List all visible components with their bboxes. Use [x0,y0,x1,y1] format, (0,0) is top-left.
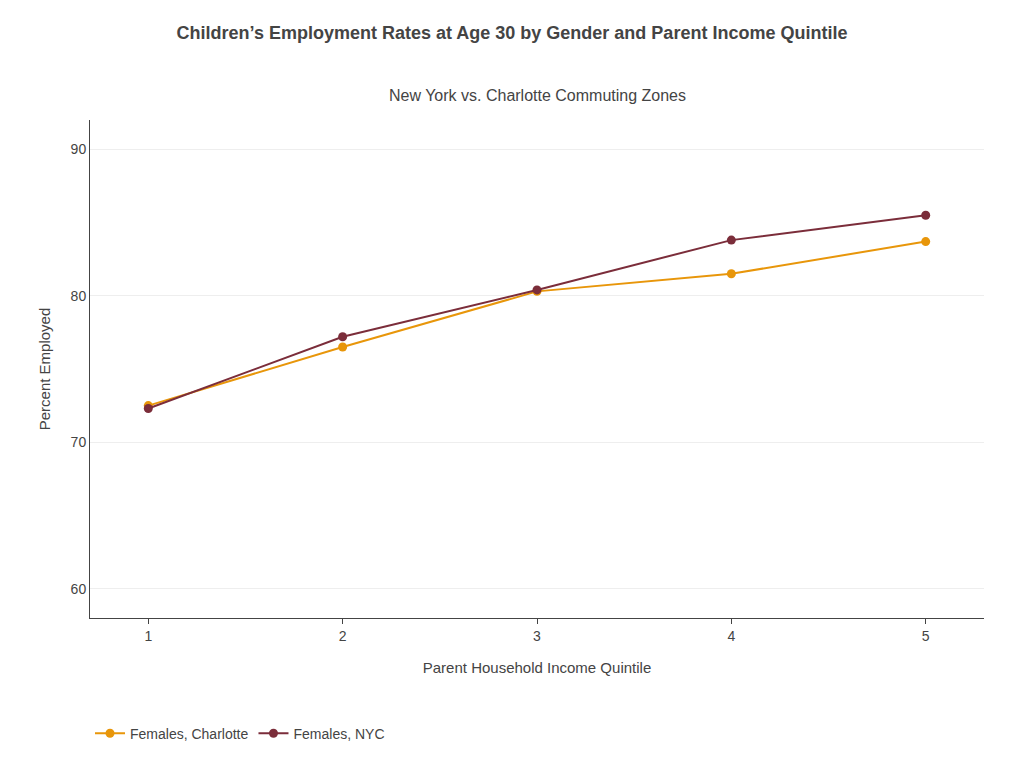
svg-text:5: 5 [922,628,930,644]
svg-text:New York vs. Charlotte Commuti: New York vs. Charlotte Commuting Zones [389,87,686,104]
svg-text:3: 3 [533,628,541,644]
svg-text:4: 4 [727,628,735,644]
svg-text:Percent Employed: Percent Employed [36,308,53,431]
svg-text:70: 70 [71,434,87,450]
svg-text:90: 90 [71,141,87,157]
svg-text:1: 1 [144,628,152,644]
svg-text:2: 2 [339,628,347,644]
svg-text:Females, NYC: Females, NYC [293,726,384,742]
svg-text:80: 80 [71,288,87,304]
svg-text:Children’s Employment Rates at: Children’s Employment Rates at Age 30 by… [177,23,848,43]
svg-text:Females, Charlotte: Females, Charlotte [130,726,248,742]
svg-text:Parent Household Income Quinti: Parent Household Income Quintile [423,659,651,676]
svg-text:60: 60 [71,581,87,597]
